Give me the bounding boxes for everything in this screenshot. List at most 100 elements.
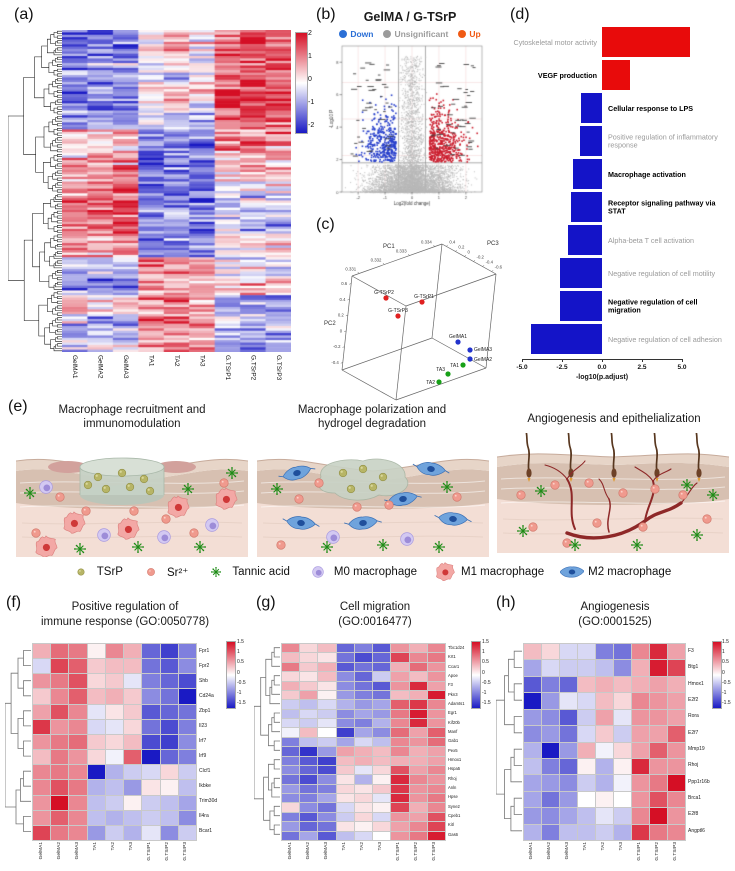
heatmap-cell (69, 704, 87, 719)
dendrogram-links (5, 650, 31, 832)
heatmap-cell (51, 719, 69, 734)
heatmap-cell (51, 704, 69, 719)
heatmap-cell (427, 737, 445, 747)
column-label-cell: GelMA1 (62, 355, 87, 397)
gene-label: Ppp1r16b (688, 778, 710, 785)
dermis-layer (497, 463, 729, 505)
heatmap-cell (427, 681, 445, 690)
gene-label: Apoe (448, 673, 458, 679)
heatmap-cell (354, 709, 373, 719)
heatmap-cell (105, 734, 124, 750)
gene-label: Kif20b (448, 719, 460, 725)
gene-label: Egr1 (448, 710, 457, 716)
gene-label: Brca1 (688, 795, 702, 802)
heatmap-cell (578, 644, 595, 660)
heatmap-cell (614, 660, 631, 676)
axis-tick (455, 249, 458, 252)
heatmap-cell (354, 831, 373, 840)
pc1-tick-label: 0.333 (396, 249, 407, 254)
pca-box-edge (405, 273, 497, 307)
heatmap-cell (282, 662, 300, 672)
heatmap-cell (650, 824, 667, 840)
bar-row: Positive regulation of inflammatory resp… (492, 125, 735, 158)
legend-item-unsignificant: Unsignificant (383, 29, 448, 39)
heatmap-cell (300, 653, 318, 662)
column-label: TA1 (92, 842, 98, 851)
heatmap-cell (668, 808, 685, 824)
heatmap-cell (373, 794, 391, 803)
heatmap-cell (632, 644, 649, 660)
gene-label: Ikbke (199, 783, 211, 790)
scene-3-title-line1: Angiogenesis and epithelialization (527, 413, 701, 425)
column-label: G.TSrP1 (223, 355, 231, 381)
heatmap-cell (318, 812, 336, 822)
heatmap-cell (542, 693, 559, 709)
skin-texture-line (500, 476, 726, 480)
heatmap-cell (105, 719, 124, 734)
heatmap-cell (282, 653, 300, 662)
gene-label: Hpse (448, 794, 458, 800)
heatmap-cell (318, 709, 336, 719)
heatmap-cell (142, 765, 160, 780)
heatmap-cell (668, 660, 685, 676)
heatmap-cell (560, 775, 577, 791)
axis-tick (482, 264, 485, 267)
heatmap-cell (650, 758, 667, 775)
gene-label: Clcf1 (199, 768, 211, 775)
sr-icon (294, 494, 304, 504)
colorbar-tick: 1 (237, 649, 240, 656)
column-label: TA2 (600, 842, 606, 851)
heatmap-cell (300, 681, 318, 690)
heatmap-cell (160, 644, 178, 659)
heatmap-cell (524, 709, 541, 726)
heatmap-cell (124, 689, 142, 704)
sr-icon (528, 522, 538, 532)
heatmap-cell (178, 734, 196, 750)
column-label-cell: TA1 (577, 842, 595, 870)
heatmap-cell (336, 812, 354, 822)
gene-label: Rora (688, 713, 699, 720)
heatmap-cell (354, 700, 373, 709)
column-label-cell: GelMA2 (87, 355, 112, 397)
heatmap-cell (632, 693, 649, 709)
heatmap-cell (105, 659, 124, 674)
tsrp-icon (83, 480, 93, 490)
heatmap-cell (524, 742, 541, 758)
go-term-bar (560, 291, 602, 321)
pca-point-label: TA3 (436, 367, 445, 373)
heatmap-cell (105, 674, 124, 689)
heatmap-cell (318, 662, 336, 672)
heatmap-cell (87, 704, 105, 719)
heatmap-f-grid (32, 643, 197, 841)
heatmap-cell (33, 750, 51, 765)
heatmap-cell (300, 644, 318, 653)
heatmap-cell (391, 737, 409, 747)
legend-label: Up (469, 29, 481, 39)
column-label: GelMA3 (122, 355, 130, 379)
pca-point (467, 356, 473, 362)
gene-label: Manf (448, 729, 458, 735)
heatmap-cell (87, 644, 105, 659)
heatmap-cell (178, 750, 196, 765)
axis-tick (347, 299, 350, 301)
dendrogram-links (254, 647, 280, 835)
heatmap-cell (542, 660, 559, 676)
heatmap-cell (160, 795, 178, 810)
go-term-bar (573, 159, 602, 189)
gene-label: Syne2 (448, 803, 460, 809)
tsrp-icon (93, 472, 103, 482)
gene-label: Fpr1 (199, 647, 210, 654)
heatmap-cell (427, 644, 445, 653)
gene-label: Pkn3 (448, 691, 458, 697)
heatmap-cell (300, 662, 318, 672)
heatmap-cell (668, 693, 685, 709)
go-term-label: Cellular response to LPS (608, 103, 694, 113)
column-label: G.TSrP3 (432, 842, 438, 861)
heatmap-cell (336, 700, 354, 709)
heatmap-cell (409, 803, 427, 812)
heatmap-cell (524, 660, 541, 676)
sr-icon (384, 500, 394, 510)
heatmap-cell (409, 709, 427, 719)
heatmap-cell (300, 831, 318, 840)
heatmap-cell (542, 709, 559, 726)
